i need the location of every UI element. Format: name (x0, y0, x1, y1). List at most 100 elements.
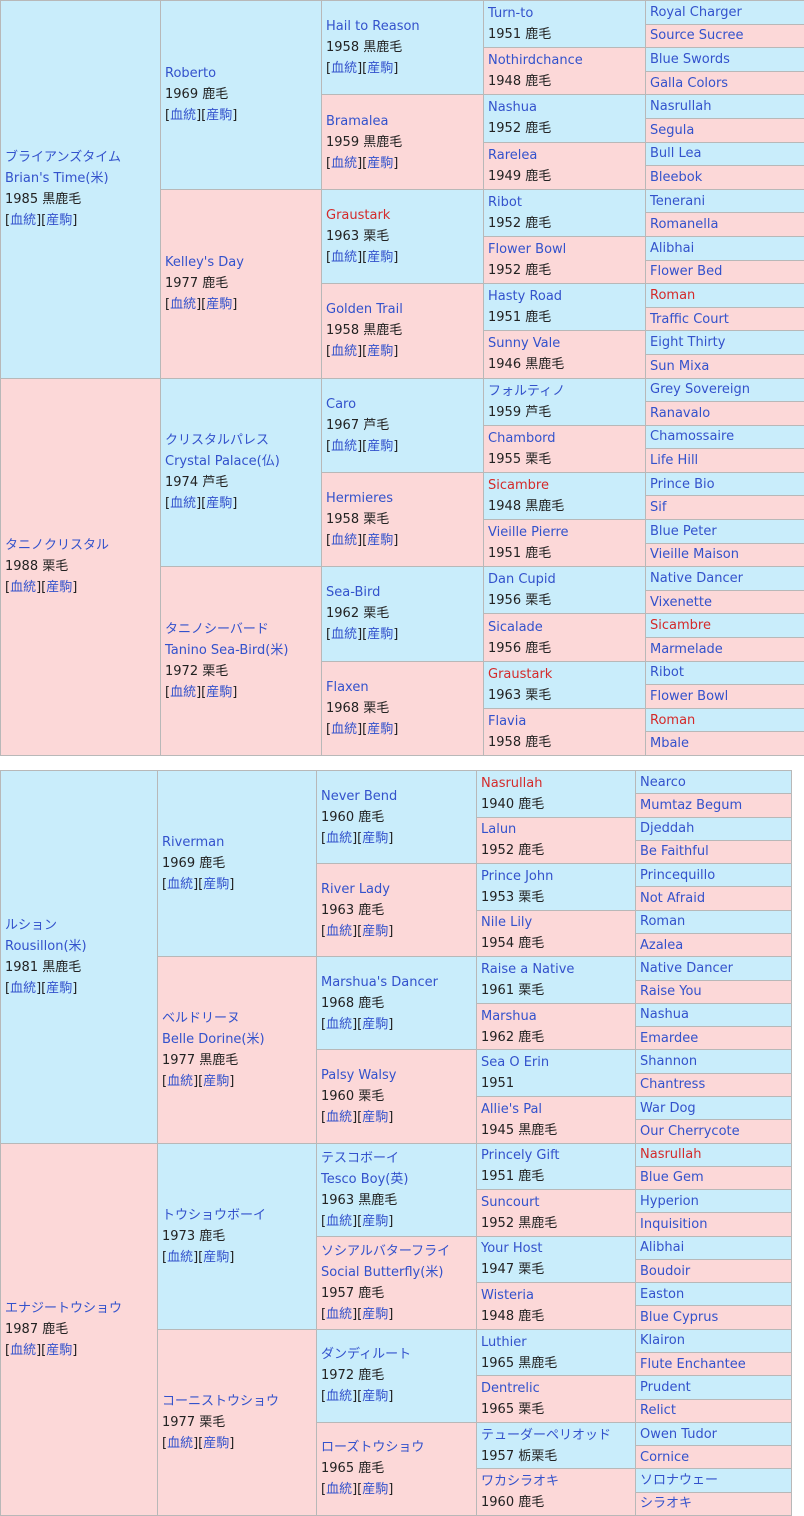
horse-name[interactable]: Roman (650, 710, 804, 731)
horse-name[interactable]: Riverman (162, 832, 316, 853)
pedigree-link[interactable]: 血統 (326, 1389, 352, 1404)
horse-name[interactable]: Allie's Pal (481, 1099, 635, 1120)
offspring-link[interactable]: 産駒 (367, 627, 393, 642)
horse-name-en[interactable]: Social Butterfly(米) (321, 1262, 476, 1283)
horse-name[interactable]: Hyperion (640, 1191, 791, 1212)
horse-name[interactable]: Vixenette (650, 592, 804, 613)
horse-name[interactable]: Princequillo (640, 865, 791, 886)
horse-name[interactable]: ベルドリーヌ (162, 1008, 316, 1029)
horse-name[interactable]: Nile Lily (481, 912, 635, 933)
pedigree-link[interactable]: 血統 (326, 1482, 352, 1497)
offspring-link[interactable]: 産駒 (206, 685, 232, 700)
horse-name[interactable]: ソシアルバターフライ (321, 1241, 476, 1262)
horse-name[interactable]: Bramalea (326, 111, 483, 132)
horse-name[interactable]: ソロナウェー (640, 1470, 791, 1491)
horse-name[interactable]: Rarelea (488, 145, 645, 166)
horse-name[interactable]: Marshua's Dancer (321, 972, 476, 993)
offspring-link[interactable]: 産駒 (203, 1250, 229, 1265)
horse-name[interactable]: Flute Enchantee (640, 1354, 791, 1375)
horse-name[interactable]: Blue Peter (650, 521, 804, 542)
horse-name[interactable]: ブライアンズタイム (5, 147, 160, 168)
horse-name[interactable]: Chamossaire (650, 426, 804, 447)
offspring-link[interactable]: 産駒 (367, 156, 393, 171)
offspring-link[interactable]: 産駒 (46, 213, 72, 228)
horse-name[interactable]: Blue Gem (640, 1167, 791, 1188)
offspring-link[interactable]: 産駒 (362, 1307, 388, 1322)
offspring-link[interactable]: 産駒 (203, 1074, 229, 1089)
horse-name[interactable]: Azalea (640, 935, 791, 956)
pedigree-link[interactable]: 血統 (326, 1110, 352, 1125)
pedigree-link[interactable]: 血統 (167, 1250, 193, 1265)
horse-name[interactable]: War Dog (640, 1098, 791, 1119)
horse-name[interactable]: Romanella (650, 214, 804, 235)
horse-name[interactable]: Chambord (488, 428, 645, 449)
pedigree-link[interactable]: 血統 (326, 831, 352, 846)
horse-name[interactable]: Palsy Walsy (321, 1065, 476, 1086)
pedigree-link[interactable]: 血統 (326, 924, 352, 939)
horse-name[interactable]: Source Sucree (650, 25, 804, 46)
horse-name[interactable]: Sicambre (488, 475, 645, 496)
pedigree-link[interactable]: 血統 (170, 108, 196, 123)
horse-name[interactable]: Easton (640, 1284, 791, 1305)
horse-name-en[interactable]: Tesco Boy(英) (321, 1169, 476, 1190)
offspring-link[interactable]: 産駒 (367, 344, 393, 359)
offspring-link[interactable]: 産駒 (46, 580, 72, 595)
horse-name[interactable]: Inquisition (640, 1214, 791, 1235)
horse-name[interactable]: Alibhai (640, 1237, 791, 1258)
horse-name[interactable]: Nasrullah (481, 773, 635, 794)
horse-name[interactable]: Graustark (326, 205, 483, 226)
pedigree-link[interactable]: 血統 (10, 981, 36, 996)
horse-name[interactable]: Hasty Road (488, 286, 645, 307)
horse-name[interactable]: Marshua (481, 1006, 635, 1027)
horse-name[interactable]: Grey Sovereign (650, 379, 804, 400)
pedigree-link[interactable]: 血統 (331, 533, 357, 548)
horse-name[interactable]: Nasrullah (640, 1144, 791, 1165)
pedigree-link[interactable]: 血統 (10, 213, 36, 228)
horse-name[interactable]: Klairon (640, 1330, 791, 1351)
horse-name[interactable]: Golden Trail (326, 299, 483, 320)
horse-name[interactable]: Chantress (640, 1074, 791, 1095)
horse-name[interactable]: トウショウボーイ (162, 1205, 316, 1226)
horse-name[interactable]: Mbale (650, 733, 804, 754)
pedigree-link[interactable]: 血統 (167, 1436, 193, 1451)
pedigree-link[interactable]: 血統 (170, 496, 196, 511)
pedigree-link[interactable]: 血統 (326, 1214, 352, 1229)
offspring-link[interactable]: 産駒 (46, 981, 72, 996)
offspring-link[interactable]: 産駒 (206, 496, 232, 511)
horse-name[interactable]: Shannon (640, 1051, 791, 1072)
horse-name[interactable]: Relict (640, 1400, 791, 1421)
horse-name[interactable]: Roman (650, 285, 804, 306)
pedigree-link[interactable]: 血統 (331, 61, 357, 76)
offspring-link[interactable]: 産駒 (362, 924, 388, 939)
offspring-link[interactable]: 産駒 (367, 722, 393, 737)
horse-name[interactable]: Eight Thirty (650, 332, 804, 353)
offspring-link[interactable]: 産駒 (203, 877, 229, 892)
horse-name[interactable]: Nothirdchance (488, 50, 645, 71)
offspring-link[interactable]: 産駒 (367, 61, 393, 76)
pedigree-link[interactable]: 血統 (331, 627, 357, 642)
horse-name[interactable]: Owen Tudor (640, 1424, 791, 1445)
horse-name[interactable]: Sea-Bird (326, 582, 483, 603)
pedigree-link[interactable]: 血統 (170, 297, 196, 312)
horse-name[interactable]: テスコボーイ (321, 1148, 476, 1169)
horse-name[interactable]: Segula (650, 120, 804, 141)
offspring-link[interactable]: 産駒 (367, 533, 393, 548)
offspring-link[interactable]: 産駒 (362, 831, 388, 846)
horse-name[interactable]: Sun Mixa (650, 356, 804, 377)
offspring-link[interactable]: 産駒 (367, 439, 393, 454)
horse-name[interactable]: Nasrullah (650, 96, 804, 117)
horse-name[interactable]: Roman (640, 911, 791, 932)
horse-name[interactable]: Raise You (640, 981, 791, 1002)
offspring-link[interactable]: 産駒 (367, 250, 393, 265)
horse-name[interactable]: Nashua (640, 1004, 791, 1025)
horse-name[interactable]: Marmelade (650, 639, 804, 660)
horse-name[interactable]: Kelley's Day (165, 252, 321, 273)
horse-name[interactable]: Prudent (640, 1377, 791, 1398)
horse-name[interactable]: Prince John (481, 866, 635, 887)
horse-name[interactable]: ワカシラオキ (481, 1471, 635, 1492)
offspring-link[interactable]: 産駒 (362, 1017, 388, 1032)
horse-name[interactable]: Cornice (640, 1447, 791, 1468)
offspring-link[interactable]: 産駒 (203, 1436, 229, 1451)
horse-name[interactable]: Blue Swords (650, 49, 804, 70)
horse-name[interactable]: Graustark (488, 664, 645, 685)
